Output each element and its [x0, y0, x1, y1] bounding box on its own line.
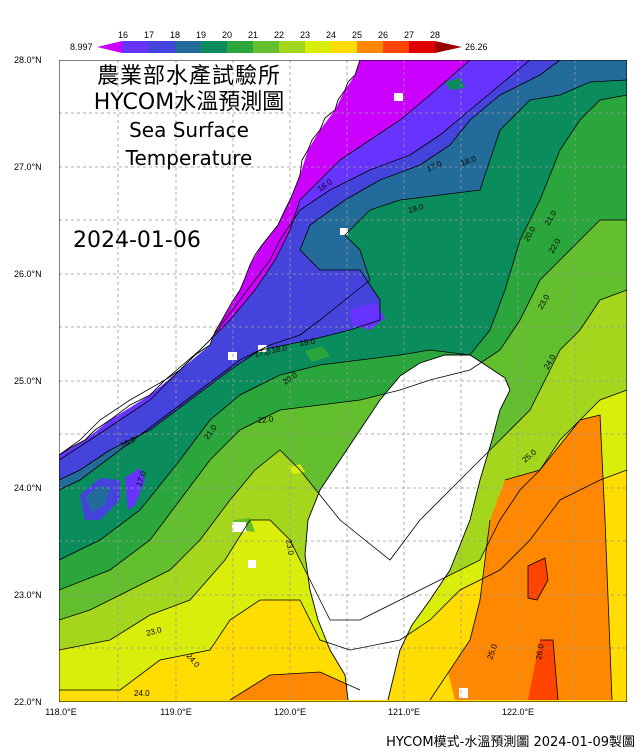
map-title: 農業部水產試驗所 HYCOM水溫預測圖 Sea Surface Temperat…	[64, 64, 314, 172]
colorbar-tick: 18	[169, 30, 181, 40]
forecast-date: 2024-01-06	[73, 228, 201, 253]
colorbar-tick: 16	[117, 30, 129, 40]
colorbar-tick: 22	[273, 30, 285, 40]
contour-label: 19.0	[407, 202, 425, 215]
lon-label: 119.0°E	[160, 707, 192, 717]
sst-contour-field: 16.017.0 18.019.020.021.022.023.024.017.0…	[59, 60, 627, 702]
footer-caption: HYCOM模式-水溫預測圖 2024-01-09製圖	[386, 735, 635, 750]
colorbar-tick: 28	[429, 30, 441, 40]
contour-label: 23.0	[284, 539, 296, 556]
contour-label: 17.0	[254, 347, 271, 359]
sst-map: 16.0 17.0 18.0 19.0 20.0 21.0 22.0 23.0 24.0 17.0…	[59, 60, 627, 702]
colorbar-graphic	[97, 41, 462, 53]
lon-label: 122.0°E	[501, 707, 535, 717]
colorbar-tick: 21	[247, 30, 259, 40]
colorbar-max-label: 26.26	[465, 42, 488, 52]
lon-label: 118.0°E	[45, 707, 77, 717]
contour-label: 19.0	[299, 336, 316, 348]
lat-label: 27.0°N	[14, 162, 42, 172]
colorbar: 8.997 26.26 16 17 18 19 20 21 22 23 24 2…	[0, 0, 643, 60]
lon-label: 120.0°E	[273, 707, 307, 717]
title-sea-surface: Sea Surface	[129, 118, 249, 142]
contour-label: 26.0	[534, 643, 546, 660]
lat-label: 26.0°N	[14, 269, 42, 279]
colorbar-tick: 27	[403, 30, 415, 40]
colorbar-tick: 26	[377, 30, 389, 40]
contour-label: 22.0	[257, 415, 274, 425]
contour-lines	[59, 60, 627, 701]
lon-label: 121.0°E	[387, 707, 421, 717]
lat-label: 28.0°N	[14, 55, 42, 65]
contour-label: 24.0	[134, 689, 150, 698]
lat-label: 23.0°N	[14, 590, 42, 600]
lat-label: 22.0°N	[14, 697, 42, 707]
title-temperature: Temperature	[125, 146, 253, 170]
contour-label: 23.0	[145, 625, 163, 638]
title-product: HYCOM水溫預測圖	[93, 90, 285, 115]
contour-label: 18.0	[271, 343, 288, 355]
colorbar-tick: 17	[143, 30, 155, 40]
colorbar-min-label: 8.997	[70, 42, 93, 52]
coastline	[59, 60, 511, 701]
colorbar-tick: 23	[299, 30, 311, 40]
lat-label: 24.0°N	[14, 483, 42, 493]
lat-label: 25.0°N	[14, 376, 42, 386]
colorbar-tick: 19	[195, 30, 207, 40]
colorbar-tick: 25	[351, 30, 363, 40]
colorbar-tick: 24	[325, 30, 337, 40]
colorbar-tick: 20	[221, 30, 233, 40]
title-agency: 農業部水產試驗所	[96, 64, 281, 89]
